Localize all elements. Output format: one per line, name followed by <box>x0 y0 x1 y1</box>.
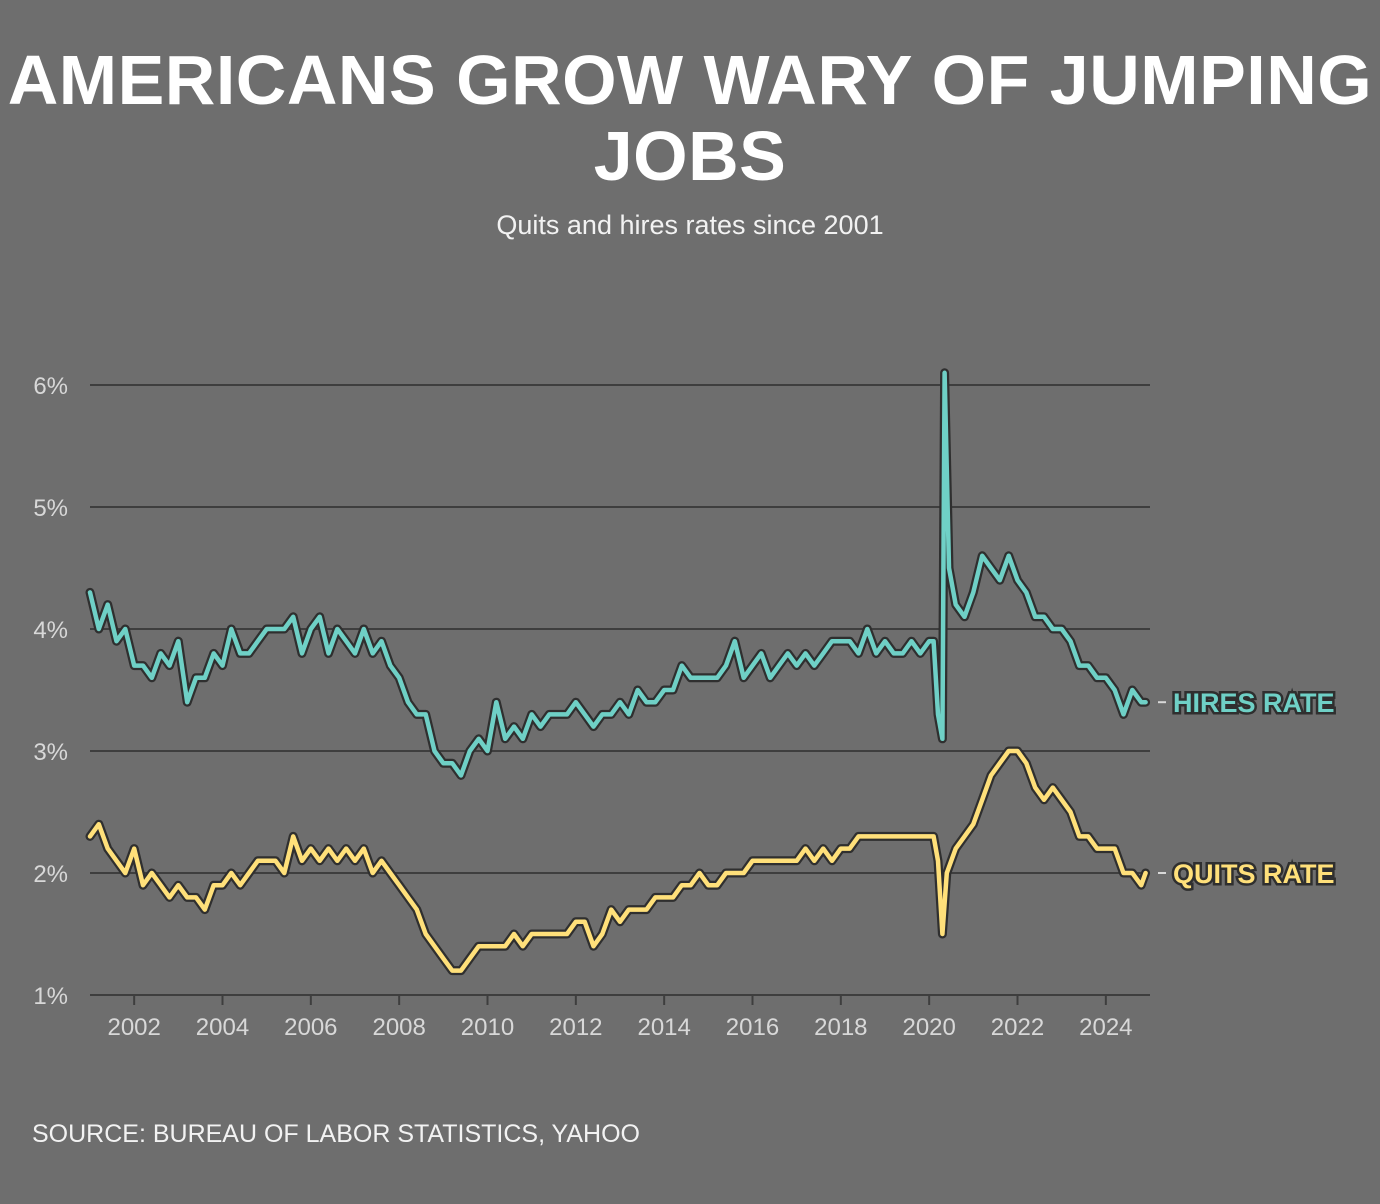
x-tick-label: 2004 <box>196 1014 249 1041</box>
y-tick-label: 1% <box>33 983 68 1010</box>
source-note: SOURCE: BUREAU OF LABOR STATISTICS, YAHO… <box>32 1120 640 1148</box>
x-tick-label: 2010 <box>461 1014 514 1041</box>
series-line-quits <box>87 748 1148 973</box>
x-tick-label: 2014 <box>637 1014 690 1041</box>
x-tick-label: 2018 <box>814 1014 867 1041</box>
y-tick-label: 4% <box>33 617 68 644</box>
x-tick-label: 2024 <box>1079 1014 1132 1041</box>
y-tick-label: 3% <box>33 739 68 766</box>
x-tick-label: 2012 <box>549 1014 602 1041</box>
chart-subtitle: Quits and hires rates since 2001 <box>496 210 884 240</box>
y-tick-label: 6% <box>33 373 68 400</box>
y-tick-label: 2% <box>33 861 68 888</box>
series-label: QUITS RATE <box>1173 859 1335 889</box>
y-tick-label: 5% <box>33 495 68 522</box>
chart-title: AMERICANS GROW WARY OF JUMPING JOBS <box>7 41 1373 195</box>
series-outline-hires <box>85 368 1151 780</box>
x-tick-label: 2008 <box>372 1014 425 1041</box>
series-line-hires <box>87 370 1148 778</box>
x-tick-label: 2002 <box>107 1014 160 1041</box>
x-tick-label: 2020 <box>902 1014 955 1041</box>
series-label: HIRES RATE <box>1173 688 1335 718</box>
x-tick-label: 2022 <box>991 1014 1044 1041</box>
x-tick-label: 2006 <box>284 1014 337 1041</box>
x-tick-label: 2016 <box>726 1014 779 1041</box>
